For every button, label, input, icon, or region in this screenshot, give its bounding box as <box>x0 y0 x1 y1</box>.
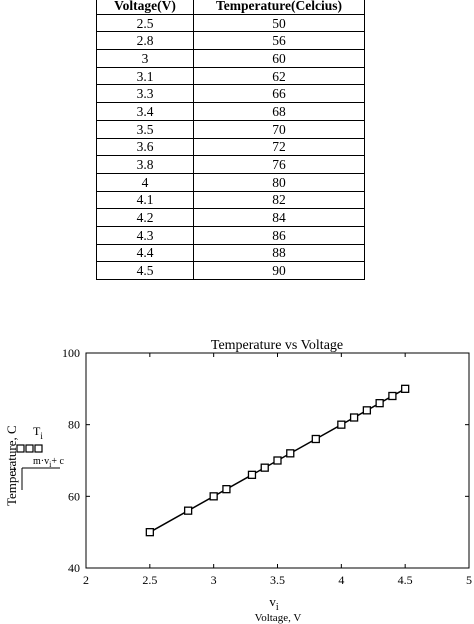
table-row: 4.1 82 <box>96 190 365 210</box>
voltage-cell: 2.5 <box>96 13 194 33</box>
table-row: 3.6 72 <box>96 137 365 157</box>
legend-marker-icons <box>16 444 43 453</box>
x-tick-label: 3 <box>211 573 217 587</box>
y-tick-label: 60 <box>68 489 80 503</box>
voltage-cell: 3.4 <box>96 102 194 121</box>
x-tick-label: 4 <box>338 573 344 587</box>
y-axis-label: Temperature, C <box>4 425 19 506</box>
voltage-cell: 4.1 <box>96 190 194 210</box>
legend-fit-suffix: + c <box>51 456 64 467</box>
temperature-cell: 66 <box>193 84 365 104</box>
data-point-square <box>183 506 193 515</box>
table-body: 2.5 50 2.8 56 3 60 3.1 62 3.3 66 3.4 68 3.5 70 3.6 72 3.… <box>96 13 365 280</box>
data-point-square <box>349 413 359 422</box>
voltage-cell: 2.8 <box>96 31 194 51</box>
x-axis-label: Voltage, V <box>255 612 302 624</box>
legend-index: i <box>13 464 16 475</box>
data-point-square <box>362 406 372 415</box>
table-row: 3.4 68 <box>96 102 365 121</box>
data-point-square <box>273 456 282 465</box>
table-row: 2.8 56 <box>96 31 365 51</box>
data-point-square <box>337 420 346 429</box>
legend-square-icon <box>25 444 34 453</box>
temperature-cell: 76 <box>193 155 365 174</box>
data-point-square <box>247 470 257 479</box>
data-point-square <box>222 485 231 494</box>
x-tick-label: 2.5 <box>142 573 157 587</box>
table-row: 3.8 76 <box>96 155 365 174</box>
data-table: Voltage(V) Temperature(Celcius) 2.5 50 2.8… <box>96 0 365 280</box>
y-tick-label: 40 <box>68 561 80 575</box>
temperature-cell: 50 <box>193 13 365 33</box>
temperature-cell: 68 <box>193 102 365 121</box>
table-header-row: Voltage(V) Temperature(Celcius) <box>96 0 365 15</box>
legend-square-icon <box>34 444 43 453</box>
legend-series-sub: i <box>40 431 43 441</box>
data-point-square <box>401 384 410 393</box>
data-points <box>145 384 410 537</box>
y-tick-label: 80 <box>68 418 80 432</box>
x-tick-label: 2 <box>83 573 89 587</box>
voltage-cell: 3.6 <box>96 137 194 157</box>
x-axis-symbol-base: v <box>269 594 276 609</box>
data-point-square <box>388 391 397 401</box>
chart-title: Temperature vs Voltage <box>211 338 343 353</box>
voltage-cell: 3.8 <box>96 155 194 174</box>
temperature-cell: 56 <box>193 31 365 51</box>
voltage-cell: 4.3 <box>96 225 194 245</box>
x-tick-label: 5 <box>466 573 472 587</box>
data-point-square <box>375 399 384 408</box>
legend-fit-label: m·vi+ c <box>33 456 64 469</box>
data-point-square <box>260 463 269 472</box>
table-row: 3 60 <box>96 49 365 68</box>
temperature-voltage-chart: Temperature vs Voltage 2 2.5 3 3.5 4 4.5 5 40 6… <box>4 338 472 624</box>
voltage-cell: 3.1 <box>96 66 194 86</box>
table-row: 3.5 70 <box>96 119 365 139</box>
x-tick-label: 3.5 <box>270 573 285 587</box>
temperature-cell: 62 <box>193 66 365 86</box>
x-axis-ticks: 2 2.5 3 3.5 4 4.5 5 <box>83 353 472 587</box>
temperature-cell: 60 <box>193 49 365 68</box>
legend-series-label: Ti <box>33 424 43 441</box>
header-temperature: Temperature(Celcius) <box>193 0 365 15</box>
data-point-square <box>286 449 295 458</box>
table-row: 2.5 50 <box>96 13 365 33</box>
temperature-cell: 90 <box>193 261 365 280</box>
temperature-cell: 70 <box>193 119 365 139</box>
temperature-cell: 80 <box>193 172 365 192</box>
voltage-cell: 4.4 <box>96 243 194 263</box>
voltage-cell: 4.5 <box>96 261 194 280</box>
temperature-cell: 82 <box>193 190 365 210</box>
voltage-cell: 3.5 <box>96 119 194 139</box>
table-row: 4 80 <box>96 172 365 192</box>
legend-fit-prefix: m·v <box>33 456 49 467</box>
temperature-cell: 88 <box>193 243 365 263</box>
table-row: 3.1 62 <box>96 66 365 86</box>
temperature-cell: 84 <box>193 208 365 227</box>
x-tick-label: 4.5 <box>398 573 413 587</box>
table-row: 3.3 66 <box>96 84 365 104</box>
legend-series-base: T <box>33 424 41 438</box>
temperature-cell: 86 <box>193 225 365 245</box>
y-axis-ticks: 40 60 80 100 <box>62 346 469 575</box>
table-row: 4.4 88 <box>96 243 365 263</box>
table-row: 4.2 84 <box>96 208 365 227</box>
voltage-cell: 4 <box>96 172 194 192</box>
voltage-cell: 4.2 <box>96 208 194 227</box>
data-point-square <box>311 434 320 444</box>
x-axis-symbol-sub: i <box>276 602 279 613</box>
x-axis-symbol: vi <box>269 594 279 613</box>
y-tick-label: 100 <box>62 346 80 360</box>
table-row: 4.3 86 <box>96 225 365 245</box>
table-row: 4.5 90 <box>96 261 365 280</box>
legend-fit-sub: i <box>49 460 52 469</box>
data-point-square <box>209 492 218 501</box>
header-voltage: Voltage(V) <box>96 0 194 15</box>
voltage-cell: 3.3 <box>96 84 194 104</box>
temperature-cell: 72 <box>193 137 365 157</box>
voltage-cell: 3 <box>96 49 194 68</box>
legend-square-icon <box>16 444 25 453</box>
data-point-square <box>145 528 154 537</box>
